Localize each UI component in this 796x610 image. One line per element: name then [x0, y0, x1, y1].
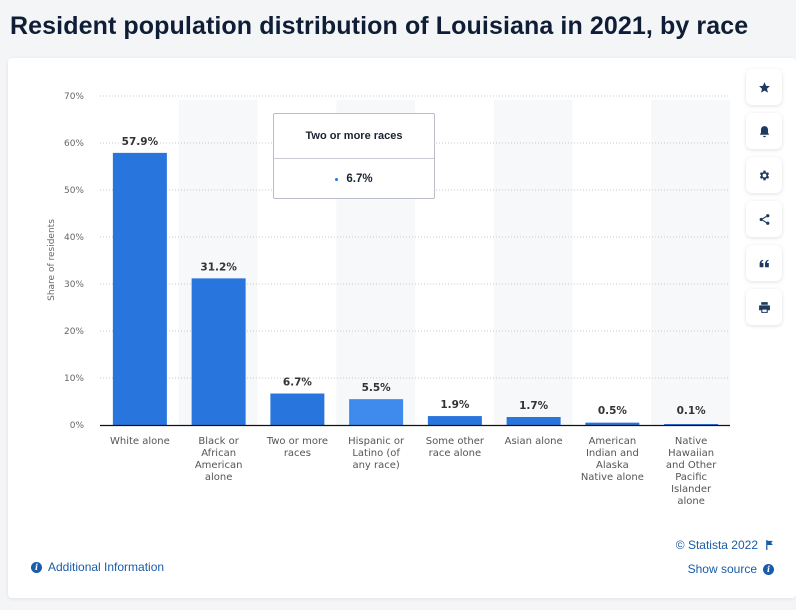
bar[interactable]	[191, 278, 246, 425]
chart-area: 0% 10% 20% 30% 40% 50% 60% 70% Share of residen…	[47, 92, 730, 507]
column-band	[493, 100, 573, 425]
x-tick-label: Hispanic or Latino (of any race)	[348, 436, 405, 471]
x-tick-label-line: race alone	[429, 448, 482, 459]
data-label: 31.2%	[200, 261, 237, 273]
y-tick-label: 60%	[64, 139, 84, 149]
show-source-link[interactable]: Show source i	[688, 562, 774, 576]
bars	[112, 152, 719, 425]
info-icon: i	[31, 561, 42, 573]
column-bands	[178, 100, 730, 425]
tooltip-title: Two or more races	[274, 114, 434, 159]
x-tick-label-line: Hispanic or	[348, 436, 405, 447]
bar[interactable]	[349, 399, 404, 425]
bar-chart: 0% 10% 20% 30% 40% 50% 60% 70% Share of residen…	[47, 92, 730, 507]
x-tick-label: Some other race alone	[426, 436, 485, 459]
data-label: 57.9%	[122, 136, 159, 148]
y-tick-label: 50%	[64, 186, 84, 196]
series-marker-icon	[335, 177, 339, 181]
bar[interactable]	[664, 424, 719, 425]
y-tick-label: 70%	[64, 92, 84, 102]
copyright: © Statista 2022	[676, 538, 774, 552]
x-axis-ticks: White alone Black or African American aloneT…	[110, 436, 717, 507]
x-tick-label: Asian alone	[505, 436, 563, 447]
x-tick-label-line: American	[589, 436, 637, 447]
x-tick-label-line: American	[195, 460, 243, 471]
notification-button[interactable]	[746, 113, 782, 149]
settings-button[interactable]	[746, 157, 782, 193]
print-button[interactable]	[746, 289, 782, 325]
show-source-label: Show source	[687, 562, 757, 576]
x-tick-label-line: Hawaiian	[668, 448, 714, 459]
bell-icon	[759, 125, 769, 137]
x-tick-label-line: Latino (of	[352, 448, 400, 459]
data-label: 6.7%	[283, 377, 313, 389]
tooltip-value: 6.7%	[346, 173, 373, 185]
x-tick-label-line: Islander	[671, 484, 712, 495]
bar[interactable]	[427, 416, 482, 425]
x-tick-label-line: Two or more	[266, 436, 328, 447]
column-band	[651, 100, 730, 425]
printer-icon	[758, 301, 770, 313]
share-icon	[759, 213, 769, 225]
data-label: 1.9%	[440, 399, 470, 411]
data-label: 0.1%	[677, 405, 707, 417]
gear-icon	[759, 170, 769, 180]
copyright-text: © Statista 2022	[675, 538, 758, 552]
x-tick-label-line: Pacific	[675, 472, 707, 483]
bar[interactable]	[506, 417, 561, 425]
x-tick-label-line: Indian and	[586, 448, 639, 459]
x-tick-label-line: Black or	[198, 436, 239, 447]
x-tick-label: Two or more races	[266, 436, 328, 459]
favorite-button[interactable]	[746, 69, 782, 105]
additional-information-link[interactable]: i Additional Information	[31, 560, 164, 574]
data-labels: 57.9% 31.2% 6.7% 5.5% 1.9% 1.7% 0.5% 0.1%	[122, 136, 707, 417]
x-tick-label-line: Native alone	[581, 472, 644, 483]
x-tick-label-line: races	[284, 448, 311, 459]
x-tick-label-line: Asian alone	[505, 436, 563, 447]
x-tick-label-line: alone	[205, 472, 233, 483]
additional-information-label: Additional Information	[48, 560, 165, 574]
x-tick-label-line: any race)	[352, 460, 399, 471]
x-tick-label: Native Hawaiian and Other Pacific Islander al…	[666, 436, 717, 507]
quote-icon	[759, 259, 769, 267]
x-tick-label: White alone	[110, 436, 170, 447]
y-tick-label: 10%	[64, 374, 84, 384]
y-tick-label: 20%	[64, 327, 84, 337]
y-axis-label: Share of residents	[47, 219, 57, 301]
x-tick-label-line: African	[201, 448, 236, 459]
data-label: 5.5%	[362, 382, 392, 394]
x-tick-label: American Indian and Alaska Native alone	[581, 436, 644, 483]
x-tick-label-line: White alone	[110, 436, 170, 447]
cite-button[interactable]	[746, 245, 782, 281]
x-tick-label-line: Alaska	[596, 460, 629, 471]
data-label: 0.5%	[598, 405, 628, 417]
page-title: Resident population distribution of Loui…	[10, 12, 749, 40]
x-tick-label-line: and Other	[666, 460, 717, 471]
chart-tooltip: Two or more races 6.7%	[273, 113, 435, 199]
x-tick-label-line: Some other	[426, 436, 485, 447]
star-icon	[758, 81, 770, 93]
x-tick-label: Black or African American alone	[195, 436, 243, 483]
bar[interactable]	[585, 422, 640, 425]
data-label: 1.7%	[519, 400, 549, 412]
y-axis-ticks: 0% 10% 20% 30% 40% 50% 60% 70%	[64, 92, 84, 431]
info-icon: i	[763, 563, 774, 575]
x-tick-label-line: alone	[677, 496, 705, 507]
x-tick-label-line: Native	[675, 436, 707, 447]
share-button[interactable]	[746, 201, 782, 237]
y-tick-label: 30%	[64, 280, 84, 290]
tooltip-body: 6.7%	[274, 159, 434, 199]
y-tick-label: 0%	[70, 421, 85, 431]
bar[interactable]	[112, 152, 167, 425]
bar[interactable]	[270, 393, 325, 425]
flag-icon[interactable]	[765, 540, 774, 550]
y-tick-label: 40%	[64, 233, 84, 243]
